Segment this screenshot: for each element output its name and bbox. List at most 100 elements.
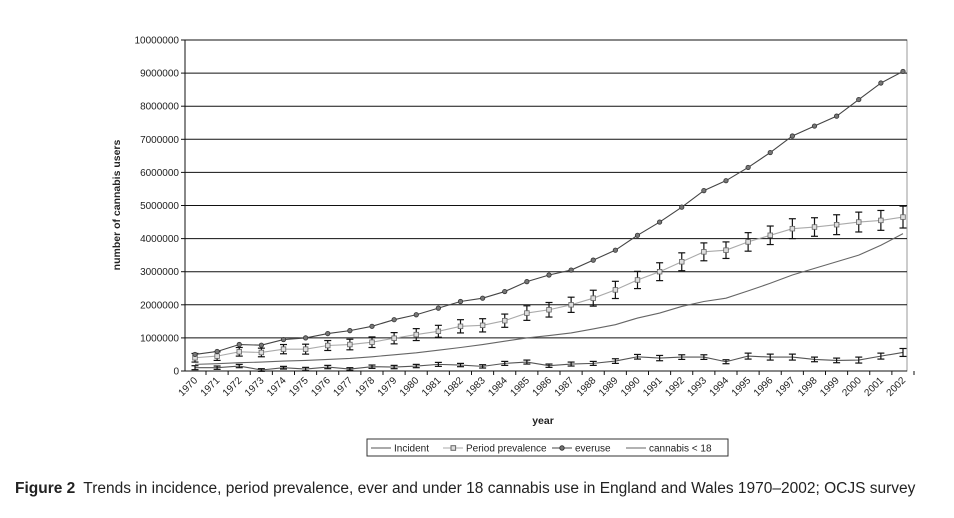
data-point-square: [391, 335, 397, 341]
x-tick-label: 1977: [331, 375, 355, 399]
y-tick-label: 2000000: [140, 300, 179, 311]
x-tick-label: 1980: [398, 375, 422, 399]
data-point-square: [280, 346, 287, 352]
data-point-square: [656, 268, 663, 275]
data-point-square: [856, 219, 862, 225]
legend-marker-circle: [559, 445, 565, 451]
y-tick-label: 8000000: [140, 102, 179, 113]
series-incident: [191, 347, 907, 372]
y-tick-label: 6000000: [140, 168, 179, 179]
x-tick-label: 1975: [287, 375, 311, 399]
y-axis-label: number of cannabis users: [111, 139, 123, 270]
data-point-circle: [236, 341, 242, 348]
data-point-circle: [568, 267, 574, 273]
data-point-circle: [413, 312, 419, 318]
x-tick-label: 1979: [376, 375, 400, 399]
x-tick-label: 1982: [442, 375, 466, 399]
data-point-circle: [214, 348, 220, 355]
data-point-square: [789, 225, 796, 232]
data-point-circle: [258, 342, 264, 348]
data-point-square: [413, 331, 419, 338]
data-point-circle: [457, 298, 464, 305]
figure-caption: Figure 2 Trends in incidence, period prev…: [15, 480, 915, 498]
x-tick-label: 1998: [796, 375, 820, 399]
data-point-circle: [789, 133, 795, 139]
data-point-square: [701, 249, 707, 255]
legend-label: Incident: [394, 444, 429, 455]
data-point-square: [325, 342, 331, 349]
legend-label: Period prevalence: [466, 444, 547, 455]
series-group: [191, 68, 907, 372]
data-point-square: [612, 287, 619, 293]
x-tick-label: 1970: [177, 375, 201, 399]
data-point-circle: [701, 188, 707, 194]
data-point-square: [590, 295, 596, 301]
data-point-square: [435, 328, 442, 334]
data-point-circle: [524, 279, 530, 285]
x-tick-label: 1972: [221, 375, 245, 399]
data-point-circle: [834, 113, 840, 119]
x-tick-label: 1999: [818, 375, 842, 399]
data-point-circle: [811, 123, 818, 129]
y-tick-label: 3000000: [140, 267, 179, 278]
x-tick-label: 1997: [774, 375, 798, 399]
data-point-square: [878, 217, 884, 224]
data-point-circle: [723, 178, 729, 184]
data-point-circle: [480, 295, 486, 301]
x-tick-label: 1985: [508, 375, 532, 399]
x-tick-label: 2002: [885, 375, 909, 399]
data-point-circle: [280, 336, 287, 343]
data-point-circle: [303, 335, 309, 341]
x-tick-label: 1976: [309, 375, 333, 399]
data-point-square: [502, 317, 508, 324]
x-tick-label: 1990: [619, 375, 643, 399]
caption-label: Figure 2: [15, 480, 76, 497]
legend-label: cannabis < 18: [649, 444, 712, 455]
x-tick-label: 1995: [730, 375, 754, 399]
data-point-circle: [856, 96, 862, 103]
data-point-circle: [435, 305, 441, 311]
data-point-circle: [634, 232, 641, 238]
data-point-circle: [657, 219, 663, 225]
y-tick-label: 10000000: [135, 36, 180, 47]
x-tick-label: 1988: [575, 375, 599, 399]
data-point-square: [236, 349, 242, 355]
data-point-square: [900, 214, 906, 220]
legend: Incident Period prevalence everuse cannabis…: [366, 438, 729, 457]
data-point-square: [745, 239, 751, 245]
data-point-circle: [767, 149, 773, 156]
data-point-circle: [192, 351, 198, 358]
data-point-square: [457, 323, 464, 330]
series-everuse: [192, 68, 906, 358]
y-axis-ticks: 0 1000000 2000000 3000000 4000000 5000000 6000…: [135, 36, 185, 378]
legend-box: [366, 438, 729, 457]
x-tick-label: 1994: [708, 375, 732, 399]
data-point-square: [479, 322, 486, 329]
x-tick-label: 1991: [641, 375, 665, 399]
x-axis-ticks: 1970197119721973197419751976197719781979…: [177, 371, 915, 399]
x-tick-label: 2001: [862, 375, 886, 399]
data-point-square: [679, 259, 685, 265]
series-line: [194, 233, 904, 365]
data-point-square: [369, 339, 375, 345]
x-tick-label: 1996: [752, 375, 776, 399]
data-point-circle: [347, 328, 353, 334]
data-point-circle: [900, 68, 906, 75]
x-tick-label: 1993: [685, 375, 709, 399]
legend-label: everuse: [575, 444, 611, 455]
gridlines: [184, 39, 908, 372]
data-point-square: [258, 349, 265, 356]
data-point-square: [811, 224, 818, 230]
data-point-square: [347, 341, 353, 348]
y-tick-label: 5000000: [140, 201, 179, 212]
x-tick-label: 1983: [464, 375, 488, 399]
legend-marker-square: [450, 445, 457, 451]
data-point-circle: [590, 257, 596, 263]
y-tick-label: 0: [173, 367, 179, 378]
data-point-circle: [325, 330, 331, 337]
data-point-square: [723, 247, 729, 253]
data-point-square: [634, 277, 641, 283]
x-tick-label: 1974: [265, 375, 289, 399]
x-tick-label: 1992: [663, 375, 687, 399]
series-period-prevalence: [191, 205, 907, 363]
